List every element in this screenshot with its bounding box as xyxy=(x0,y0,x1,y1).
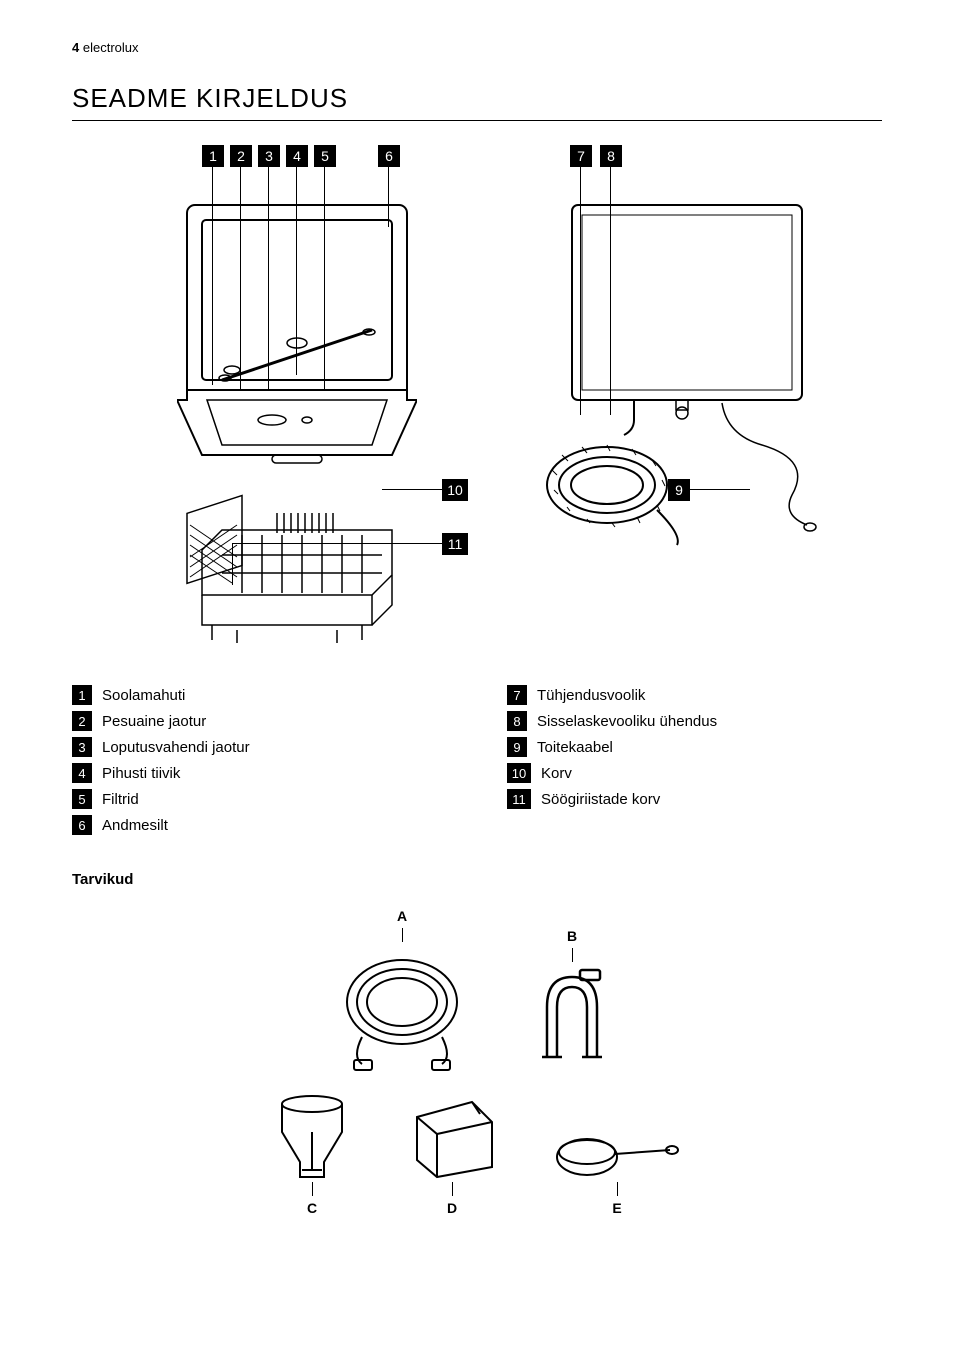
ubend-icon xyxy=(522,962,622,1072)
legend-text: Loputusvahendi jaotur xyxy=(102,739,250,756)
legend-row: 2 Pesuaine jaotur xyxy=(72,711,447,731)
accessory-label-c: C xyxy=(307,1200,317,1216)
legend-text: Andmesilt xyxy=(102,817,168,834)
legend: 1 Soolamahuti 2 Pesuaine jaotur 3 Loputusva… xyxy=(72,685,882,841)
legend-text: Pihusti tiivik xyxy=(102,765,180,782)
legend-text: Soolamahuti xyxy=(102,687,185,704)
tick xyxy=(312,1182,313,1196)
callout-11: 11 xyxy=(442,533,468,555)
tick xyxy=(572,948,573,962)
leader-9 xyxy=(690,489,750,490)
callout-5: 5 xyxy=(314,145,336,167)
hose-icon xyxy=(332,942,472,1072)
legend-col-left: 1 Soolamahuti 2 Pesuaine jaotur 3 Loputusva… xyxy=(72,685,447,841)
legend-row: 5 Filtrid xyxy=(72,789,447,809)
section-title: SEADME KIRJELDUS xyxy=(72,83,882,121)
legend-text: Filtrid xyxy=(102,791,139,808)
callout-9: 9 xyxy=(668,479,690,501)
accessory-b: B xyxy=(522,928,622,1072)
legend-row: 6 Andmesilt xyxy=(72,815,447,835)
legend-text: Tühjendusvoolik xyxy=(537,687,645,704)
accessories-area: A B xyxy=(72,908,882,1216)
leader-11a xyxy=(232,543,442,544)
legend-row: 3 Loputusvahendi jaotur xyxy=(72,737,447,757)
legend-text: Sisselaskevooliku ühendus xyxy=(537,713,717,730)
legend-num: 1 xyxy=(72,685,92,705)
cup-icon xyxy=(402,1092,502,1182)
callout-6: 6 xyxy=(378,145,400,167)
accessory-c: C xyxy=(272,1092,352,1216)
leader-10 xyxy=(382,489,442,490)
legend-num: 9 xyxy=(507,737,527,757)
accessory-a: A xyxy=(332,908,472,1072)
accessory-label-d: D xyxy=(447,1200,457,1216)
tick xyxy=(617,1182,618,1196)
legend-num: 3 xyxy=(72,737,92,757)
leader-11b xyxy=(232,543,233,585)
accessories-row-bottom: C D xyxy=(272,1092,682,1216)
legend-row: 4 Pihusti tiivik xyxy=(72,763,447,783)
callout-row-left: 1 2 3 4 5 xyxy=(202,145,336,167)
page-header: 4 electrolux xyxy=(72,40,882,55)
dishwasher-front-diagram xyxy=(177,195,417,475)
legend-col-right: 7 Tühjendusvoolik 8 Sisselaskevooliku ühen… xyxy=(507,685,882,841)
legend-num: 4 xyxy=(72,763,92,783)
accessory-label-a: A xyxy=(397,908,407,924)
accessory-d: D xyxy=(402,1092,502,1216)
legend-row: 7 Tühjendusvoolik xyxy=(507,685,882,705)
legend-num: 11 xyxy=(507,789,531,809)
legend-row: 10 Korv xyxy=(507,763,882,783)
callout-10-label: 10 xyxy=(442,479,468,501)
diagram-area: 1 2 3 4 5 6 7 8 xyxy=(72,145,882,665)
legend-row: 8 Sisselaskevooliku ühendus xyxy=(507,711,882,731)
callout-10: 10 xyxy=(442,479,468,501)
tick xyxy=(452,1182,453,1196)
callout-9-label: 9 xyxy=(668,479,690,501)
accessory-label-e: E xyxy=(612,1200,621,1216)
accessory-e: E xyxy=(552,1122,682,1216)
accessories-heading: Tarvikud xyxy=(72,871,882,888)
accessories-row-top: A B xyxy=(332,908,622,1072)
legend-num: 5 xyxy=(72,789,92,809)
basket-diagram xyxy=(182,485,412,655)
legend-num: 10 xyxy=(507,763,531,783)
legend-row: 11 Söögiriistade korv xyxy=(507,789,882,809)
legend-num: 8 xyxy=(507,711,527,731)
callout-1: 1 xyxy=(202,145,224,167)
callout-3: 3 xyxy=(258,145,280,167)
legend-text: Pesuaine jaotur xyxy=(102,713,206,730)
callout-11-label: 11 xyxy=(442,533,468,555)
callout-2: 2 xyxy=(230,145,252,167)
dishwasher-back-diagram xyxy=(532,195,832,555)
legend-num: 7 xyxy=(507,685,527,705)
page-number: 4 xyxy=(72,40,79,55)
callout-4: 4 xyxy=(286,145,308,167)
callout-7: 7 xyxy=(570,145,592,167)
legend-text: Korv xyxy=(541,765,572,782)
scoop-icon xyxy=(552,1122,682,1182)
callout-8: 8 xyxy=(600,145,622,167)
legend-text: Söögiriistade korv xyxy=(541,791,660,808)
callout-row-right: 7 8 xyxy=(570,145,622,167)
legend-row: 1 Soolamahuti xyxy=(72,685,447,705)
legend-row: 9 Toitekaabel xyxy=(507,737,882,757)
accessory-label-b: B xyxy=(567,928,577,944)
tick xyxy=(402,928,403,942)
brand-name: electrolux xyxy=(83,40,139,55)
legend-num: 2 xyxy=(72,711,92,731)
legend-num: 6 xyxy=(72,815,92,835)
legend-text: Toitekaabel xyxy=(537,739,613,756)
funnel-icon xyxy=(272,1092,352,1182)
